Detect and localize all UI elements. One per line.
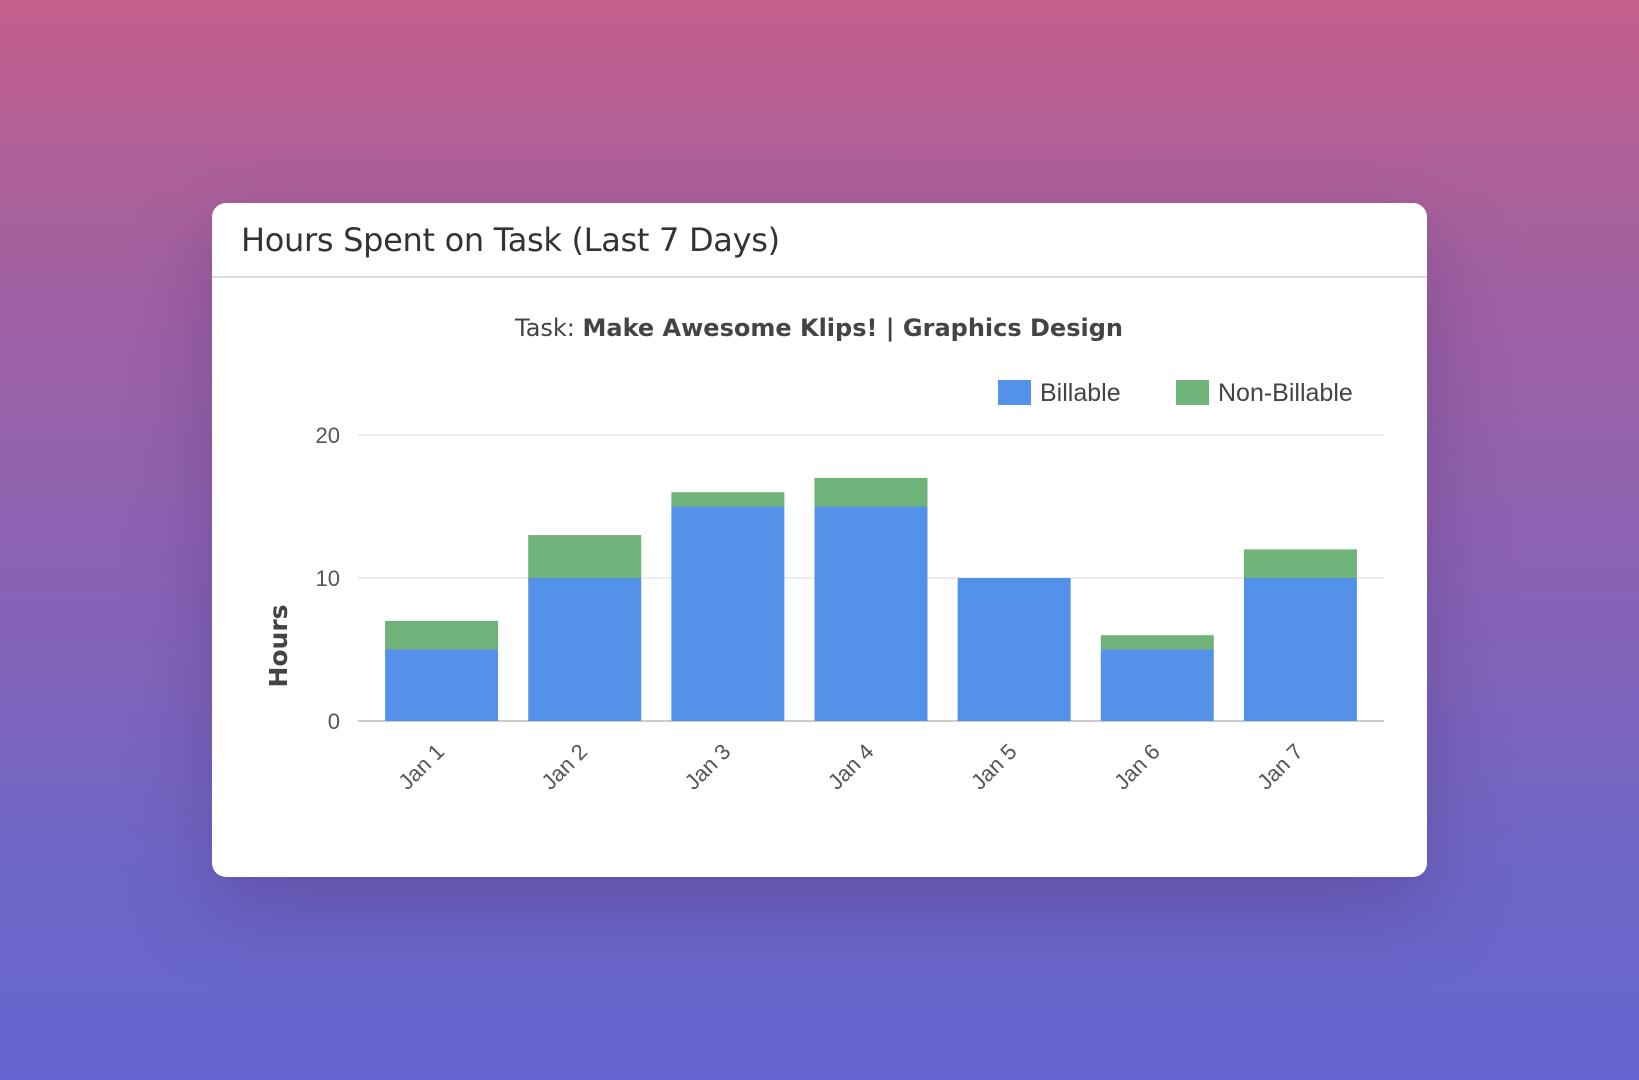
legend-label: Non-Billable	[1218, 379, 1353, 407]
bar-non-billable-6	[1100, 635, 1214, 650]
chart-card: Hours Spent on Task (Last 7 Days) Task: …	[212, 203, 1427, 877]
x-tick-label: Jan 5	[966, 739, 1022, 795]
bar-non-billable-4	[814, 477, 928, 507]
x-tick-label: Jan 4	[823, 739, 879, 795]
x-tick-label: Jan 6	[1109, 739, 1165, 795]
hours-bar-chart: Task: Make Awesome Klips! | Graphics Des…	[264, 314, 1384, 795]
chart-subtitle-task: Make Awesome Klips! | Graphics Design	[583, 314, 1123, 342]
bar-billable-4	[814, 506, 928, 721]
card-header: Hours Spent on Task (Last 7 Days)	[212, 203, 1427, 278]
bars	[385, 477, 1357, 721]
x-tick-label: Jan 7	[1252, 739, 1308, 795]
bar-non-billable-1	[385, 620, 499, 650]
x-tick-label: Jan 2	[537, 739, 593, 795]
bar-billable-2	[528, 578, 642, 721]
bar-non-billable-7	[1243, 549, 1357, 578]
y-axis-ticks: 0 10 20	[316, 423, 340, 734]
legend-swatch-billable	[998, 380, 1031, 405]
chart-subtitle-prefix: Task:	[514, 314, 583, 342]
x-tick-label: Jan 1	[393, 739, 449, 795]
y-axis-label: Hours	[264, 604, 293, 687]
bar-non-billable-3	[671, 492, 785, 507]
bar-billable-5	[957, 578, 1071, 721]
y-tick-label: 10	[316, 566, 340, 591]
chart-subtitle: Task: Make Awesome Klips! | Graphics Des…	[514, 314, 1123, 342]
x-tick-label: Jan 3	[680, 739, 736, 795]
legend-swatch-non-billable	[1176, 380, 1209, 405]
bar-billable-7	[1243, 578, 1357, 721]
y-tick-label: 20	[316, 423, 340, 448]
bar-billable-1	[385, 649, 499, 721]
card-title: Hours Spent on Task (Last 7 Days)	[241, 220, 780, 259]
bar-billable-3	[671, 506, 785, 721]
y-tick-label: 0	[328, 709, 340, 734]
x-axis-ticks: Jan 1 Jan 2 Jan 3 Jan 4 Jan 5 Jan 6 Jan 7	[393, 739, 1308, 795]
bar-billable-6	[1100, 649, 1214, 721]
bar-non-billable-2	[528, 535, 642, 578]
legend: Billable Non-Billable	[998, 379, 1353, 407]
legend-label: Billable	[1040, 379, 1121, 407]
